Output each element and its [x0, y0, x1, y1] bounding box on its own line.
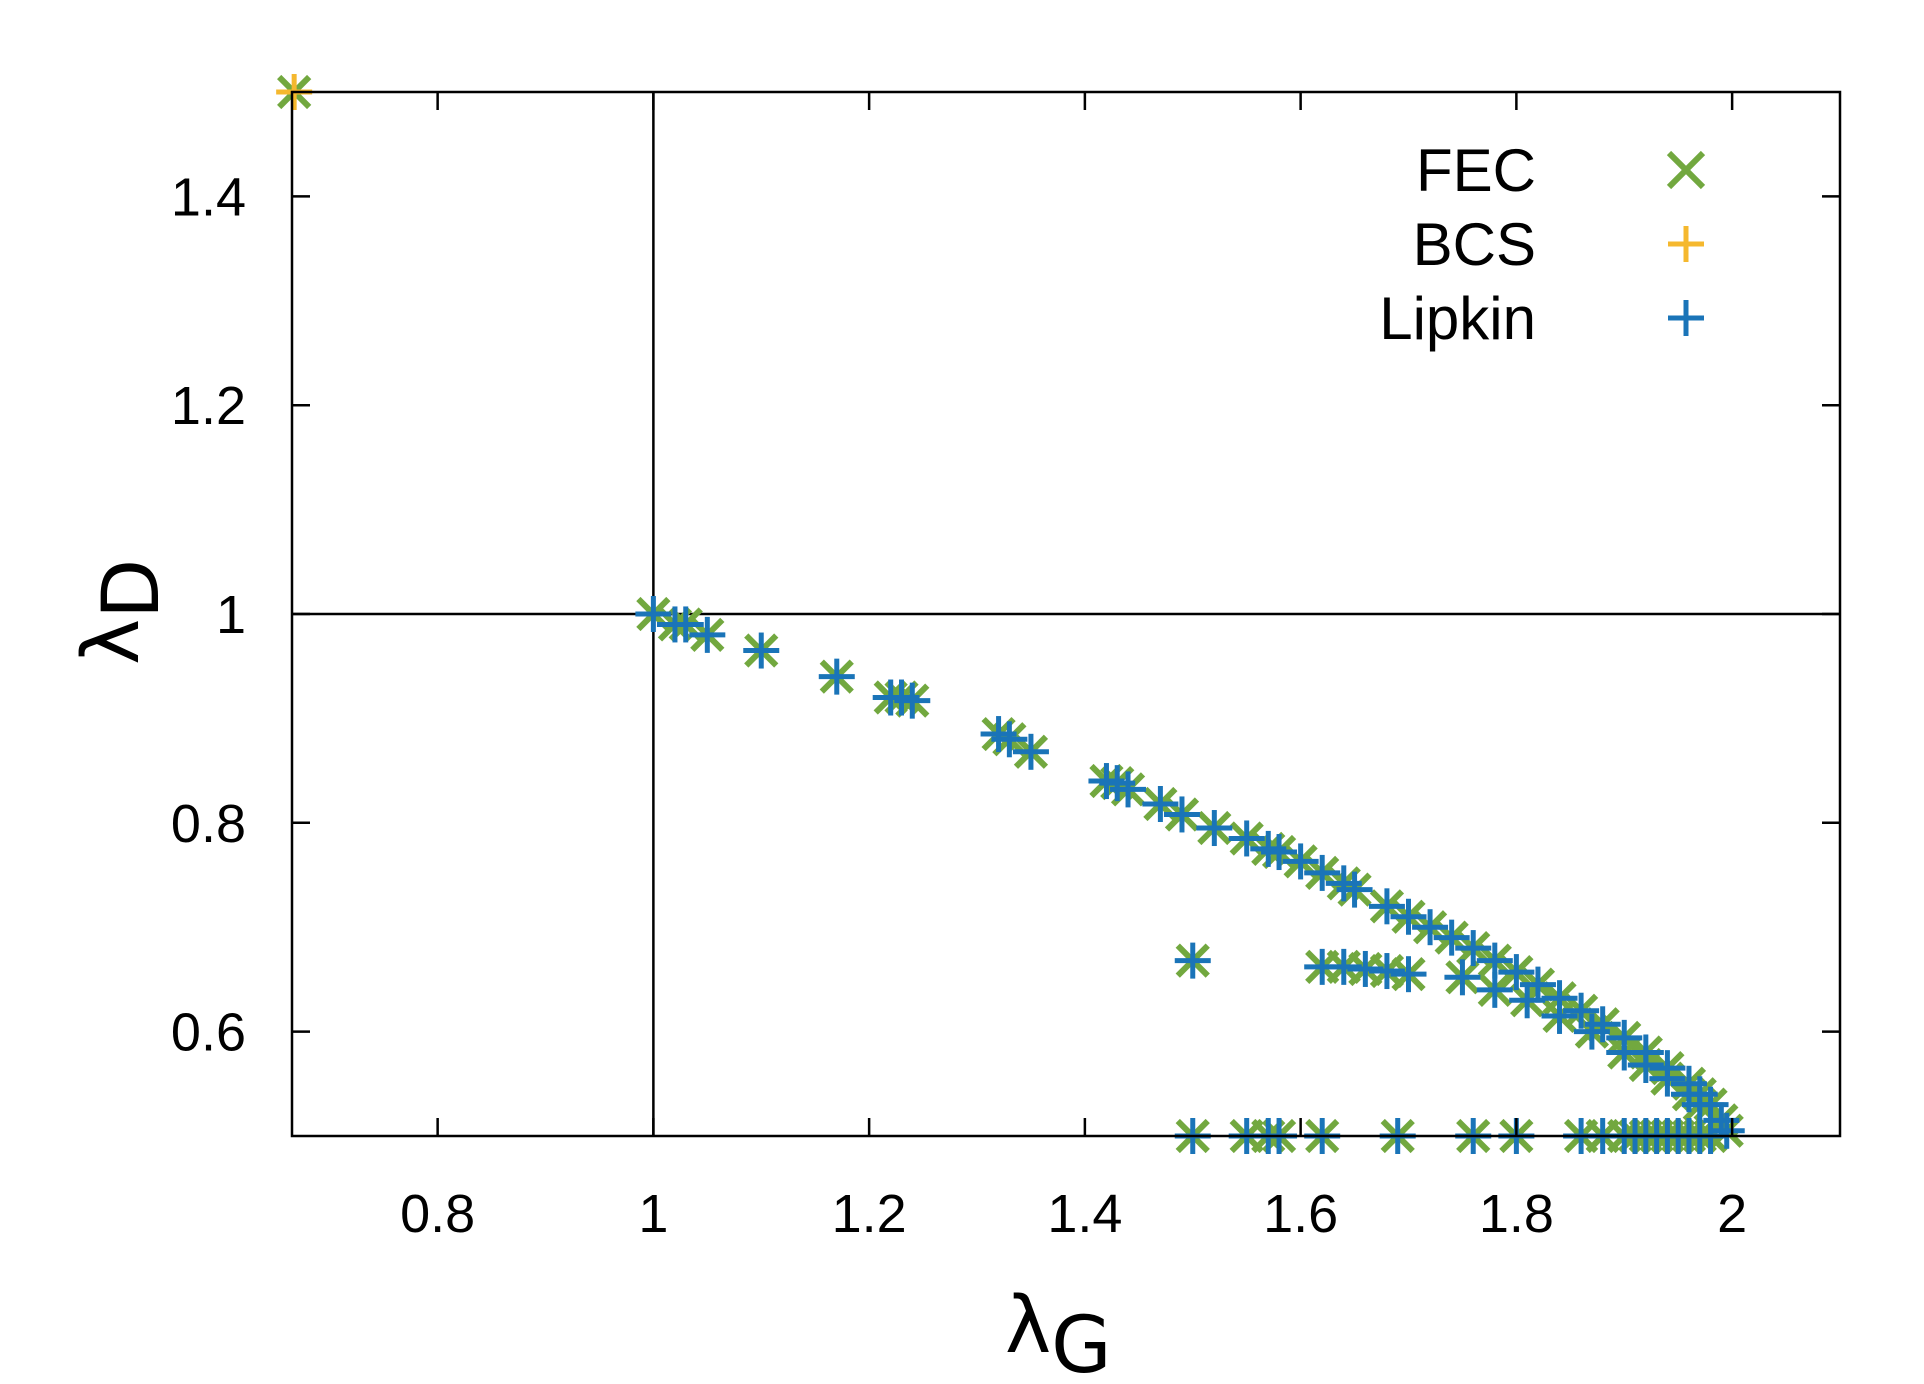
y-tick-label: 0.8 — [171, 794, 246, 854]
lipkin-point — [1282, 843, 1319, 880]
lipkin-point — [1163, 796, 1200, 833]
lipkin-point — [1368, 888, 1405, 925]
lipkin-point — [689, 616, 726, 653]
x-axis-ticks: 0.8 1 1.2 1.4 1.6 1.8 2 — [400, 92, 1747, 1244]
legend-label-fec: FEC — [1416, 137, 1536, 204]
lipkin-point — [1336, 871, 1373, 908]
x-axis-label-symbol: λ — [1005, 1281, 1051, 1371]
lipkin-point — [1708, 1112, 1745, 1149]
y-tick-label: 0.6 — [171, 1003, 246, 1063]
lipkin-point — [1681, 1086, 1718, 1123]
lipkin-point — [1110, 771, 1147, 808]
legend-label-bcs: BCS — [1413, 211, 1536, 278]
y-axis-label-group: λD — [67, 559, 177, 665]
lipkin-point — [1412, 909, 1449, 946]
lipkin-point — [1509, 982, 1546, 1019]
y-axis-label-symbol: λ — [67, 619, 157, 665]
x-tick-label: 1.8 — [1479, 1184, 1554, 1244]
reference-lines — [292, 92, 1840, 1136]
lipkin-point — [894, 682, 931, 719]
lipkin-point — [1390, 898, 1427, 935]
lipkin-point — [1368, 953, 1405, 990]
lipkin-point — [1455, 930, 1492, 967]
lipkin-point — [1433, 919, 1470, 956]
lipkin-point — [1228, 820, 1265, 857]
lipkin-point — [1174, 942, 1211, 979]
lipkin-point — [1573, 1013, 1610, 1050]
lipkin-point — [1142, 786, 1179, 823]
y-axis-label-subscript: D — [87, 559, 177, 619]
x-tick-label: 1 — [638, 1184, 668, 1244]
legend-marker-bcs — [1668, 226, 1704, 262]
x-axis-label-subscript: G — [1051, 1301, 1111, 1384]
lipkin-point — [1627, 1047, 1664, 1084]
y-tick-label: 1 — [216, 585, 246, 645]
lipkin-point — [1390, 956, 1427, 993]
lipkin-point — [1541, 997, 1578, 1034]
x-tick-label: 1.6 — [1263, 1184, 1338, 1244]
y-axis-ticks: 0.6 0.8 1 1.2 1.4 — [171, 167, 1840, 1063]
lipkin-point — [1563, 992, 1600, 1029]
lipkin-point — [991, 721, 1028, 758]
x-tick-label: 1.4 — [1047, 1184, 1122, 1244]
lipkin-point — [1444, 959, 1481, 996]
lipkin-point — [635, 596, 672, 632]
legend-marker-fec — [1666, 150, 1706, 190]
x-tick-label: 0.8 — [400, 1184, 475, 1244]
lipkin-point — [818, 658, 855, 695]
x-tick-label: 1.2 — [832, 1184, 907, 1244]
x-axis-label: λG — [1005, 1281, 1112, 1384]
y-tick-label: 1.2 — [171, 376, 246, 436]
y-axis-label: λD — [67, 559, 177, 665]
lipkin-point — [667, 606, 704, 643]
legend: FEC BCS Lipkin — [1379, 137, 1706, 352]
legend-label-lipkin: Lipkin — [1379, 285, 1536, 352]
lipkin-point — [1012, 733, 1049, 770]
lipkin-point — [1476, 971, 1513, 1008]
x-tick-label: 2 — [1717, 1184, 1747, 1244]
legend-marker-lipkin — [1668, 300, 1704, 336]
lipkin-point — [1304, 854, 1341, 891]
lipkin-point — [1649, 1060, 1686, 1097]
lipkin-point — [1498, 954, 1535, 991]
lipkin-point — [1606, 1034, 1643, 1071]
y-tick-label: 1.4 — [171, 167, 246, 227]
lipkin-point — [1261, 834, 1298, 871]
lipkin-point — [743, 632, 780, 669]
lipkin-point — [1196, 810, 1233, 847]
